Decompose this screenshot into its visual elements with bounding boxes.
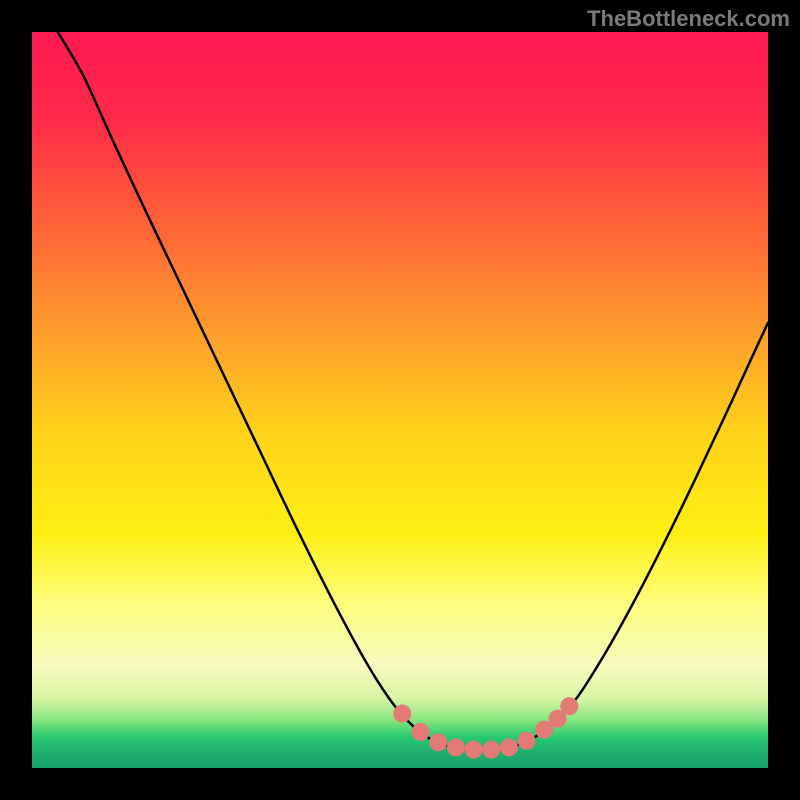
chart-svg — [32, 32, 768, 768]
curve-marker — [465, 741, 483, 759]
curve-marker — [412, 723, 430, 741]
curve-marker — [518, 732, 536, 750]
curve-marker — [500, 738, 518, 756]
curve-marker — [482, 741, 500, 759]
curve-marker — [447, 738, 465, 756]
plot-area — [32, 32, 768, 768]
curve-marker — [560, 697, 578, 715]
curve-marker — [393, 705, 411, 723]
watermark-text: TheBottleneck.com — [587, 6, 790, 32]
chart-container: TheBottleneck.com — [0, 0, 800, 800]
gradient-background — [32, 32, 768, 768]
curve-marker — [429, 733, 447, 751]
